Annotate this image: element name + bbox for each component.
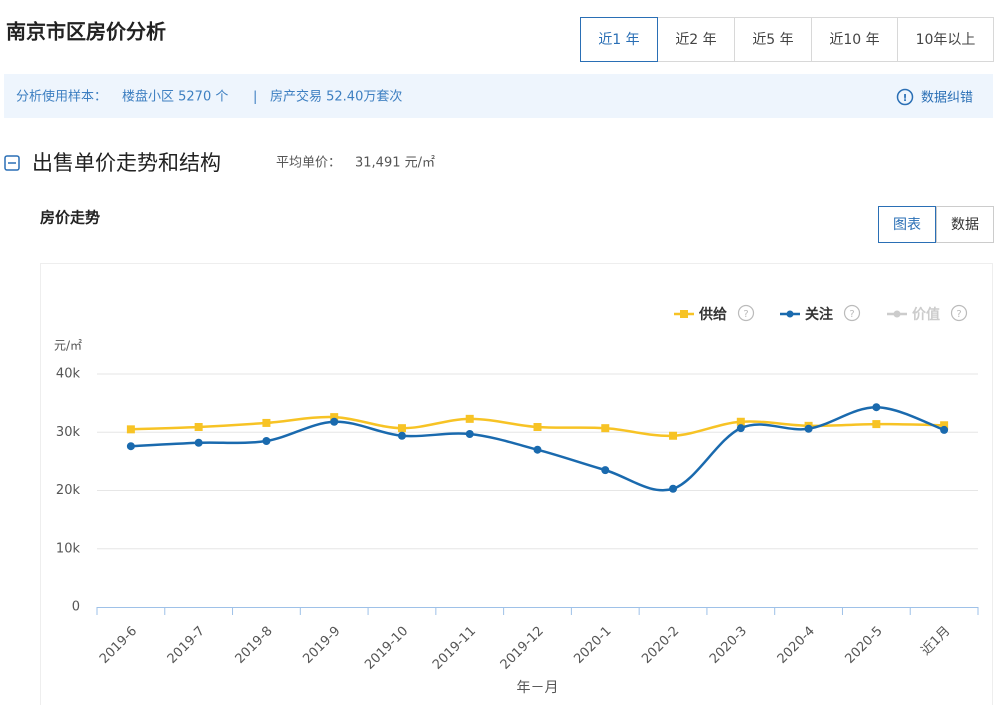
y-tick-label: 20k <box>56 483 81 498</box>
point <box>940 425 949 434</box>
point <box>194 438 203 447</box>
point <box>533 445 542 454</box>
info-label: 分析使用样本： <box>16 89 107 105</box>
point <box>669 431 678 440</box>
help-icon-glyph: ? <box>849 309 854 320</box>
x-tick-label: 2020-4 <box>775 624 818 667</box>
tab-label: 近1 年 <box>598 32 639 48</box>
point <box>330 417 339 426</box>
view-label: 数据 <box>951 217 979 233</box>
point <box>601 424 610 433</box>
view-button[interactable] <box>936 206 994 243</box>
x-tick-label: 2020-1 <box>571 624 614 667</box>
point <box>330 413 339 422</box>
point <box>126 425 135 434</box>
tab[interactable] <box>657 17 735 62</box>
tab[interactable] <box>580 17 658 62</box>
panel-title: 房价走势 <box>40 209 100 227</box>
info-item: 房产交易 52.40万套次 <box>270 89 402 105</box>
info-icon[interactable] <box>896 88 914 106</box>
point <box>736 424 745 433</box>
help-icon[interactable] <box>950 304 968 322</box>
tab[interactable] <box>811 17 898 62</box>
legend-label[interactable]: 供给 <box>698 306 727 323</box>
feedback-link[interactable]: 数据纠错 <box>921 91 973 106</box>
y-tick-label: 40k <box>56 367 81 382</box>
tab-label: 近5 年 <box>752 32 793 48</box>
y-tick-label: 30k <box>56 425 81 440</box>
info-separator: | <box>253 90 257 105</box>
x-tick-label: 2019-11 <box>430 624 479 673</box>
tab[interactable] <box>734 17 812 62</box>
y-tick-label: 10k <box>56 541 81 556</box>
avg-label: 平均单价： <box>276 156 341 171</box>
x-tick-label: 2019-8 <box>233 624 276 667</box>
x-tick-label: 近1月 <box>919 624 954 659</box>
tab[interactable] <box>897 17 994 62</box>
x-tick-label: 2020-5 <box>842 624 885 667</box>
x-tick-label: 2019-7 <box>165 624 208 667</box>
point <box>126 442 135 451</box>
legend-marker[interactable] <box>680 310 688 318</box>
point <box>465 429 474 438</box>
y-axis-title: 元/㎡ <box>54 339 82 353</box>
point <box>262 436 271 445</box>
legend-marker[interactable] <box>786 310 794 318</box>
help-icon-glyph: ? <box>743 309 748 320</box>
point <box>736 417 745 426</box>
info-item: 楼盘小区 5270 个 <box>122 89 228 105</box>
point <box>397 431 406 440</box>
legend-label[interactable]: 关注 <box>805 306 833 323</box>
tab-label: 近10 年 <box>829 32 879 48</box>
tab-label: 10年以上 <box>916 32 976 48</box>
info-icon-glyph: ! <box>903 93 908 104</box>
page-title: 南京市区房价分析 <box>6 20 166 44</box>
point <box>397 424 406 433</box>
chart-frame <box>40 263 993 709</box>
point <box>940 421 949 430</box>
avg-value: 31,491 元/㎡ <box>355 156 435 171</box>
legend-label[interactable]: 价值 <box>912 306 940 323</box>
point <box>262 418 271 427</box>
tab-label: 近2 年 <box>675 32 716 48</box>
help-icon[interactable] <box>737 304 755 322</box>
y-tick-label: 0 <box>72 600 80 615</box>
x-tick-label: 2020-3 <box>707 624 750 667</box>
view-label: 图表 <box>893 217 921 233</box>
point <box>804 424 813 433</box>
point <box>194 423 203 432</box>
x-tick-label: 2019-9 <box>300 624 343 667</box>
point <box>465 414 474 423</box>
collapse-icon[interactable] <box>4 155 20 171</box>
point <box>601 466 610 475</box>
view-toggle: 图表 数据 <box>878 206 994 243</box>
x-tick-label: 2019-10 <box>362 624 411 673</box>
section-title: 出售单价走势和结构 <box>32 151 221 175</box>
view-button[interactable] <box>878 206 936 243</box>
help-icon[interactable] <box>843 304 861 322</box>
x-axis-title: 年－月 <box>517 680 559 696</box>
point <box>872 403 881 412</box>
point <box>872 420 881 429</box>
chart: 元/㎡ 0 10k 20k 30k 40k 2019-6 2019-7 2019-8 2019-9… <box>54 304 979 696</box>
point <box>669 484 678 493</box>
point <box>533 423 542 432</box>
x-tick-label: 2019-6 <box>97 624 140 667</box>
legend-marker[interactable] <box>893 310 901 318</box>
period-tabs: 近2 年 近5 年 近10 年 10年以上 近1 年 <box>580 17 994 62</box>
info-bar <box>4 74 993 118</box>
help-icon-glyph: ? <box>956 309 961 320</box>
x-tick-label: 2019-12 <box>498 624 547 673</box>
x-tick-label: 2020-2 <box>639 624 682 667</box>
